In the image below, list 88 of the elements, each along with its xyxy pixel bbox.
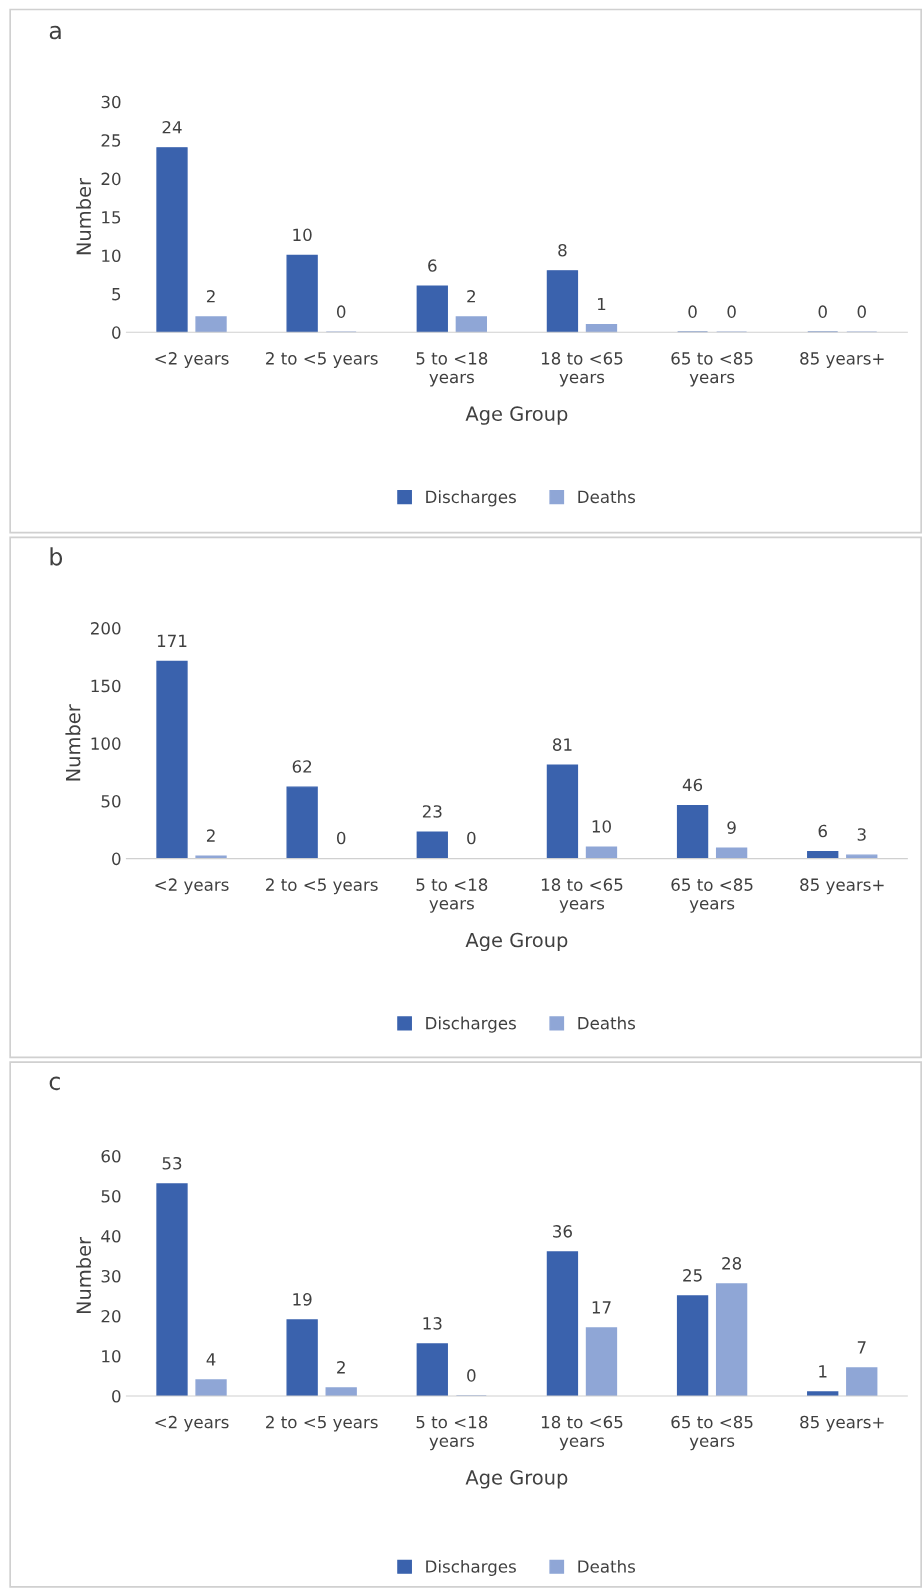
x-tick-label: 2 to <5 years [266, 878, 378, 895]
x-tick-label: 85 years+ [800, 352, 884, 368]
x-tick-label: 5 to <18 years [416, 352, 488, 387]
data-label: 0 [727, 305, 736, 318]
y-tick-label: 20 [101, 172, 121, 186]
x-tick-label: 18 to <65 years [541, 1415, 623, 1451]
data-label: 46 [682, 778, 703, 792]
y-tick-label: 5 [112, 288, 121, 301]
y-axis-title: Number [76, 177, 92, 255]
x-tick-label: <2 years [155, 352, 229, 368]
data-label: 0 [336, 831, 346, 845]
data-label: 28 [722, 1257, 742, 1270]
y-tick-label: 60 [101, 1149, 121, 1163]
x-tick-label: <2 years [155, 878, 229, 895]
y-tick-label: 25 [101, 134, 121, 147]
data-label: 8 [558, 243, 567, 257]
legend-label: Discharges [426, 490, 516, 507]
data-label: 0 [688, 305, 697, 318]
x-tick-label: 2 to <5 years [266, 1415, 378, 1432]
x-tick-label: 65 to <85 years [671, 1415, 753, 1451]
data-label: 36 [553, 1225, 572, 1238]
data-label: 2 [467, 289, 475, 303]
legend-label: Discharges [426, 1559, 516, 1577]
y-tick-label: 30 [101, 95, 121, 109]
y-tick-label: 100 [91, 737, 121, 750]
data-label: 6 [428, 259, 437, 272]
data-label: 19 [293, 1293, 312, 1306]
data-label: 0 [336, 305, 346, 318]
y-tick-label: 15 [102, 211, 121, 224]
data-label: 7 [857, 1341, 866, 1354]
x-tick-label: 18 to <65 years [541, 878, 623, 913]
y-tick-label: 10 [102, 1349, 121, 1363]
data-label: 2 [206, 829, 215, 842]
x-axis-title: Age Group [465, 406, 568, 425]
y-axis-title: Number [76, 1236, 92, 1314]
x-tick-label: 85 years+ [800, 1415, 884, 1432]
data-label: 171 [157, 634, 187, 647]
y-axis-title: Number [65, 704, 81, 781]
data-label: 0 [818, 305, 827, 318]
data-label: 10 [592, 820, 611, 833]
x-axis-title: Age Group [465, 1470, 568, 1489]
data-label: 0 [467, 831, 476, 845]
legend-label: Deaths [578, 1559, 636, 1573]
legend-label: Discharges [426, 1016, 516, 1033]
y-tick-label: 50 [101, 794, 121, 808]
chart-title: a [49, 25, 61, 40]
data-label: 0 [857, 305, 866, 318]
data-label: 17 [592, 1301, 611, 1314]
x-tick-label: 5 to <18 years [416, 878, 488, 913]
y-tick-label: 40 [101, 1229, 121, 1243]
data-label: 23 [422, 805, 442, 818]
y-tick-label: 10 [102, 249, 121, 263]
x-tick-label: 85 years+ [800, 878, 884, 895]
data-label: 81 [552, 738, 572, 751]
y-tick-label: 200 [91, 622, 121, 635]
data-label: 25 [683, 1269, 702, 1282]
legend-label: Deaths [578, 1016, 636, 1030]
chart-title: c [49, 1076, 60, 1091]
data-label: 24 [162, 120, 182, 134]
data-label: 3 [857, 828, 866, 841]
data-label: 0 [467, 1369, 476, 1382]
x-tick-label: 65 to <85 years [671, 878, 753, 913]
x-tick-label: 2 to <5 years [266, 352, 378, 368]
data-label: 2 [337, 1361, 345, 1374]
chart-title: b [50, 547, 63, 566]
data-label: 6 [818, 824, 827, 838]
data-label: 1 [819, 1365, 827, 1378]
y-tick-label: 150 [91, 679, 121, 693]
legend-label: Deaths [578, 490, 636, 504]
y-tick-label: 30 [101, 1269, 121, 1283]
x-axis-title: Age Group [465, 932, 568, 952]
y-tick-label: 0 [112, 326, 121, 339]
data-label: 9 [727, 821, 736, 834]
data-label: 1 [598, 297, 606, 311]
data-label: 62 [292, 760, 312, 773]
y-tick-label: 0 [112, 1389, 121, 1403]
x-tick-label: 5 to <18 years [416, 1415, 488, 1451]
data-label: 2 [206, 289, 215, 303]
data-label: 13 [423, 1317, 442, 1330]
y-tick-label: 0 [112, 852, 121, 866]
data-label: 4 [206, 1353, 216, 1366]
x-tick-label: 18 to <65 years [541, 352, 623, 387]
y-tick-label: 20 [101, 1309, 121, 1323]
data-label: 10 [293, 228, 312, 242]
x-tick-label: <2 years [155, 1415, 229, 1432]
y-tick-label: 50 [101, 1189, 121, 1203]
x-tick-label: 65 to <85 years [671, 352, 753, 387]
data-label: 53 [162, 1156, 182, 1170]
